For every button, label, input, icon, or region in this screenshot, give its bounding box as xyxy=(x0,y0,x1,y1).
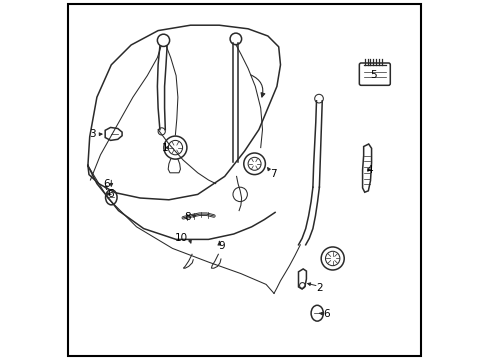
Text: 6: 6 xyxy=(322,309,329,319)
Text: 6: 6 xyxy=(103,179,110,189)
Text: 7: 7 xyxy=(270,168,277,179)
Text: 9: 9 xyxy=(218,240,225,251)
Text: 8: 8 xyxy=(184,212,191,222)
Text: 2: 2 xyxy=(316,283,323,293)
Text: 3: 3 xyxy=(89,129,96,139)
Text: 5: 5 xyxy=(369,70,376,80)
FancyBboxPatch shape xyxy=(359,63,389,85)
Text: 1: 1 xyxy=(162,143,168,153)
Text: 6: 6 xyxy=(107,189,113,199)
Text: 4: 4 xyxy=(366,165,373,175)
Text: 10: 10 xyxy=(174,233,187,243)
